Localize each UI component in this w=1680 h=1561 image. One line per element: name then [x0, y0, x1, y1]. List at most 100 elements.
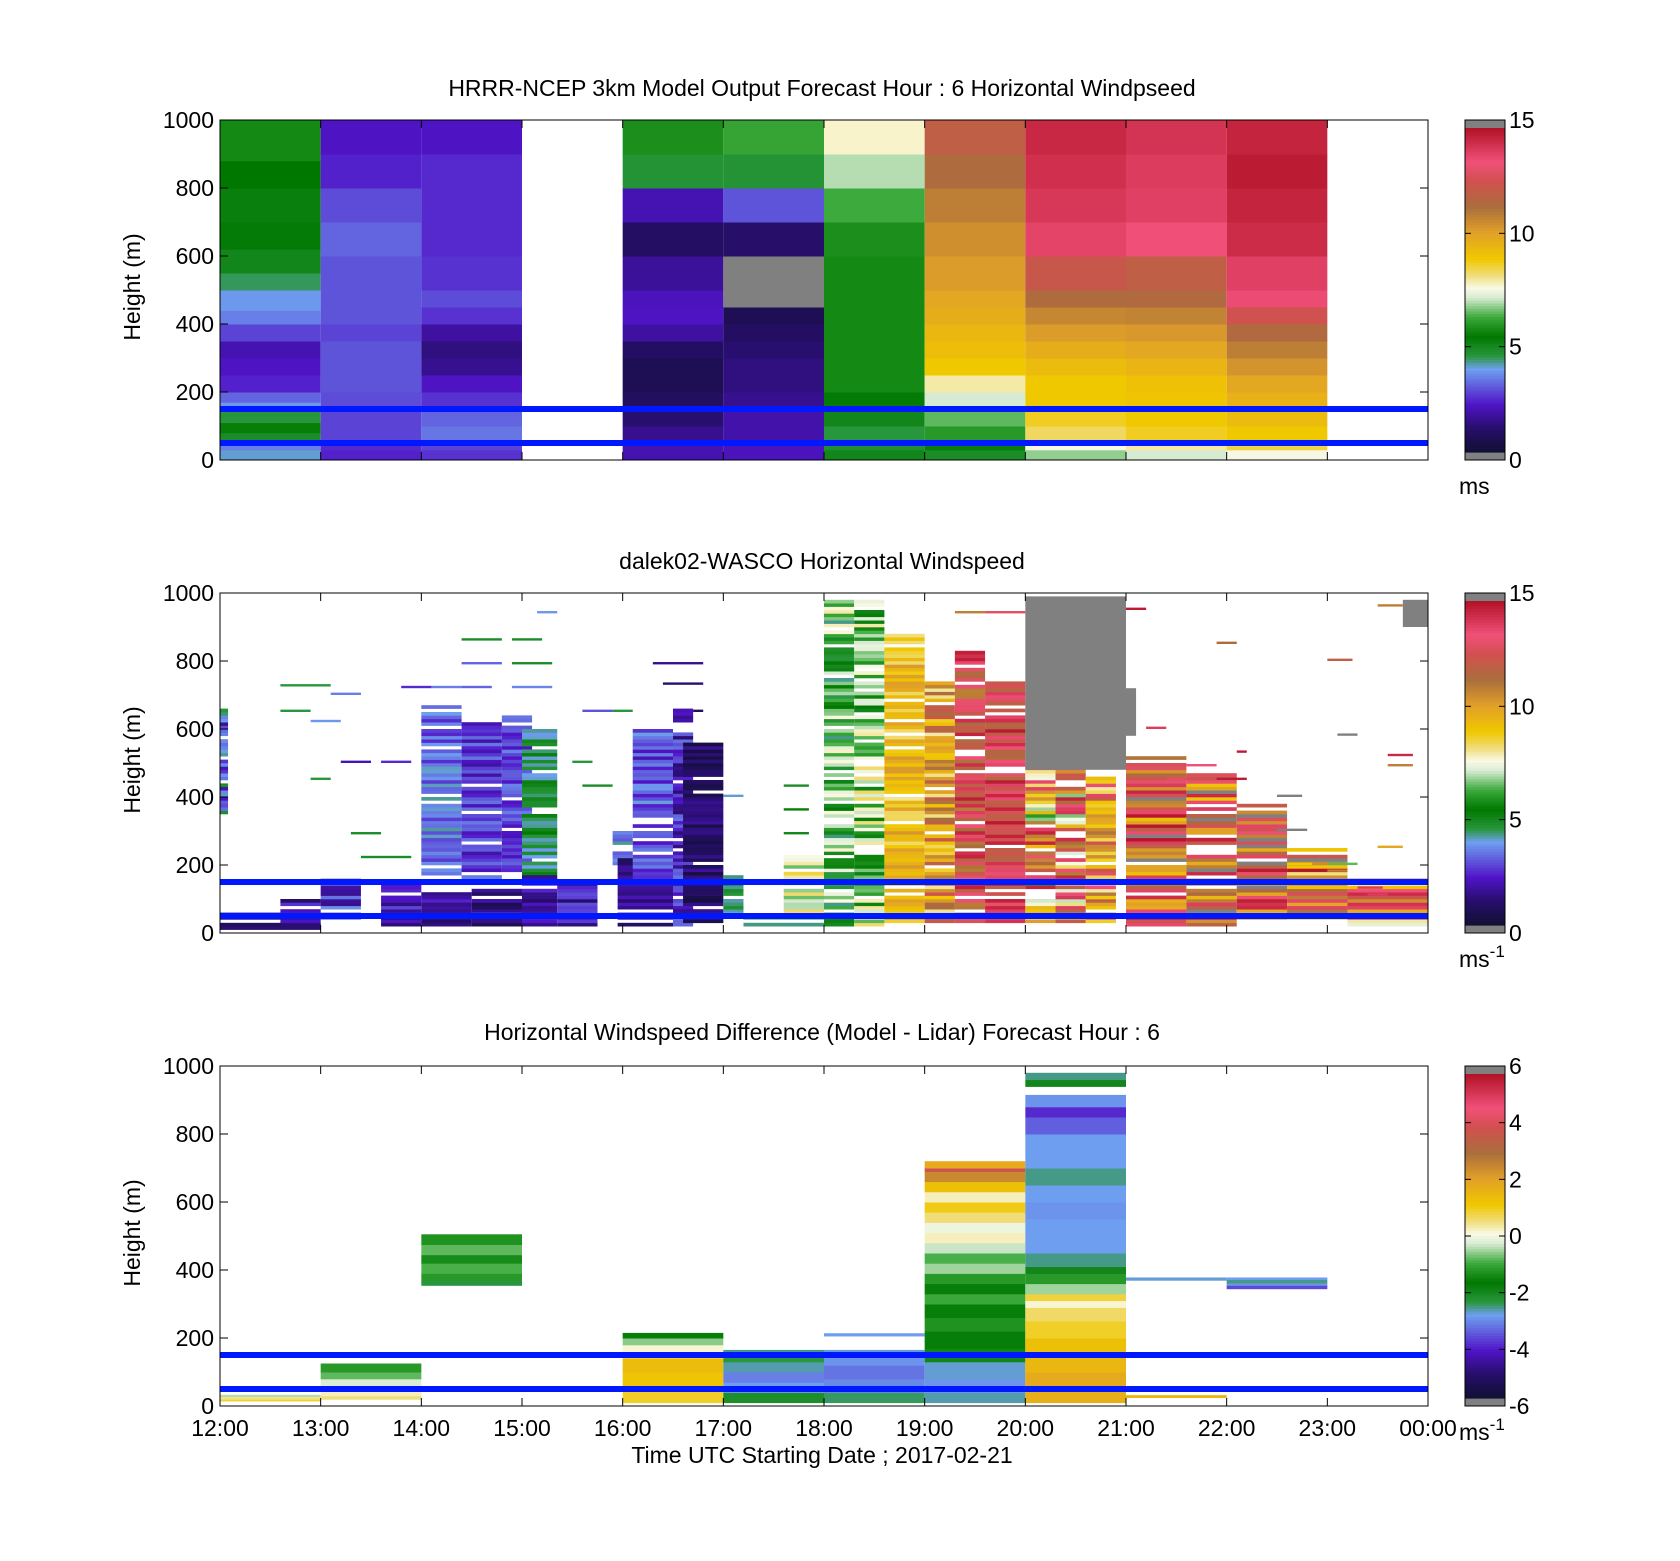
- heatmap-cell: [622, 154, 724, 189]
- heatmap-cell: [924, 773, 955, 777]
- heatmap-cell: [985, 773, 1026, 777]
- heatmap-cell: [824, 783, 855, 788]
- heatmap-cell: [1055, 793, 1086, 798]
- heatmap-cell: [632, 732, 673, 737]
- heatmap-cell: [954, 729, 986, 733]
- heatmap-cell: [924, 688, 955, 692]
- heatmap-cell: [824, 803, 855, 808]
- heatmap-cell: [1025, 820, 1056, 825]
- heatmap-cell: [824, 426, 925, 441]
- heatmap-cell: [1126, 810, 1187, 815]
- heatmap-cell: [824, 786, 855, 791]
- heatmap-cell: [1236, 827, 1288, 832]
- heatmap-cell: [854, 824, 885, 828]
- heatmap-cell: [522, 844, 558, 849]
- heatmap-area: [220, 593, 1428, 933]
- heatmap-cell: [1126, 922, 1187, 927]
- heatmap-cell: [1126, 375, 1227, 393]
- heatmap-cell: [985, 752, 1026, 757]
- heatmap-cell: [985, 814, 1026, 818]
- heatmap-cell: [381, 905, 422, 910]
- heatmap-cell: [854, 807, 885, 811]
- heatmap-cell: [985, 739, 1026, 743]
- heatmap-cell: [1277, 794, 1303, 797]
- heatmap-cell: [954, 691, 986, 696]
- heatmap-cell: [924, 807, 955, 811]
- heatmap-cell: [320, 1363, 422, 1373]
- heatmap-cell: [1055, 800, 1086, 805]
- heatmap-cell: [617, 885, 673, 890]
- heatmap-cell: [985, 837, 1026, 842]
- heatmap-cell: [522, 780, 558, 784]
- heatmap-cell: [421, 769, 462, 774]
- heatmap-cell: [824, 222, 925, 257]
- heatmap-cell: [824, 661, 855, 665]
- heatmap-cell: [220, 341, 321, 359]
- heatmap-cell: [1126, 868, 1187, 873]
- heatmap-cell: [501, 814, 533, 818]
- heatmap-cell: [854, 654, 885, 658]
- heatmap-cell: [1287, 899, 1348, 903]
- heatmap-cell: [1025, 1079, 1126, 1087]
- x-tick-label: 16:00: [594, 1415, 652, 1441]
- heatmap-cell: [1085, 875, 1116, 879]
- heatmap-cell: [683, 763, 724, 767]
- heatmap-cell: [683, 752, 724, 757]
- heatmap-cell: [854, 729, 885, 733]
- heatmap-cell: [924, 790, 955, 794]
- heatmap-cell: [522, 909, 558, 913]
- heatmap-cell: [522, 742, 558, 747]
- heatmap-cell: [854, 735, 885, 740]
- heatmap-cell: [612, 841, 633, 845]
- heatmap-cell: [683, 841, 724, 845]
- heatmap-cell: [220, 249, 321, 274]
- heatmap-cell: [320, 885, 361, 890]
- heatmap-cell: [985, 756, 1026, 760]
- heatmap-cell: [884, 695, 925, 699]
- heatmap-cell: [1126, 797, 1187, 801]
- heatmap-cell: [954, 837, 986, 842]
- heatmap-cell: [220, 290, 321, 311]
- heatmap-cell: [854, 640, 885, 645]
- heatmap-cell: [884, 684, 925, 689]
- heatmap-cell: [954, 827, 986, 832]
- heatmap-cell: [220, 746, 229, 750]
- heatmap-cell: [1186, 837, 1237, 842]
- heatmap-cell: [1146, 726, 1167, 729]
- heatmap-cell: [985, 725, 1026, 730]
- heatmap-cell: [622, 222, 724, 257]
- heatmap-cell: [985, 729, 1026, 733]
- heatmap-cell: [854, 780, 885, 784]
- heatmap-cell: [461, 739, 502, 743]
- heatmap-cell: [522, 899, 558, 903]
- heatmap-cell: [985, 831, 1026, 835]
- heatmap-cell: [320, 256, 422, 308]
- heatmap-cell: [884, 905, 925, 910]
- heatmap-cell: [501, 752, 533, 757]
- heatmap-cell: [924, 834, 955, 839]
- heatmap-cell: [884, 735, 925, 740]
- heatmap-cell: [421, 807, 462, 811]
- heatmap-cell: [683, 814, 724, 818]
- heatmap-cell: [1055, 871, 1086, 876]
- heatmap-cell: [421, 341, 522, 359]
- heatmap-cell: [501, 851, 533, 856]
- heatmap-cell: [1126, 837, 1187, 842]
- heatmap-cell: [622, 1372, 724, 1390]
- heatmap-cell: [924, 851, 955, 856]
- y-tick-label: 400: [176, 311, 214, 337]
- heatmap-cell: [924, 222, 1026, 257]
- heatmap-area: [220, 1066, 1428, 1406]
- heatmap-cell: [1126, 256, 1227, 291]
- heatmap-cell: [1186, 919, 1237, 924]
- heatmap-cell: [723, 324, 824, 342]
- heatmap-cell: [924, 691, 955, 696]
- heatmap-cell: [522, 868, 558, 873]
- heatmap-cell: [824, 633, 855, 638]
- heatmap-cell: [683, 810, 724, 815]
- heatmap-cell: [522, 763, 558, 767]
- heatmap-cell: [1055, 861, 1086, 866]
- heatmap-cell: [854, 854, 885, 859]
- heatmap-cell: [854, 803, 885, 808]
- heatmap-cell: [421, 803, 462, 808]
